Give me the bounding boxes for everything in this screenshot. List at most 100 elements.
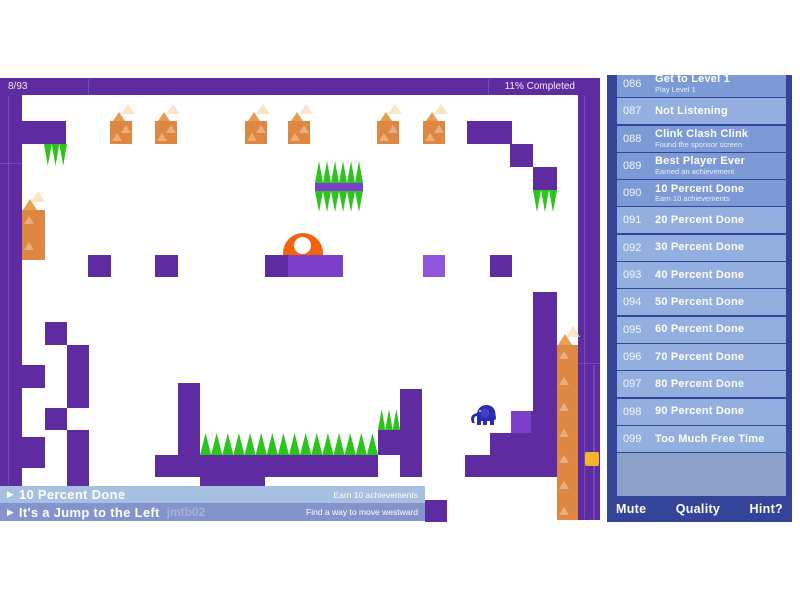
- level-block: [200, 477, 265, 486]
- achievement-text: 10 Percent Done Earn 10 achievements: [655, 183, 744, 204]
- notification-title: 10 Percent Done: [18, 487, 126, 502]
- deco-triangle-icon: [379, 133, 389, 141]
- deco-triangle-icon: [425, 133, 435, 141]
- dome-nest: [283, 233, 323, 255]
- level-block: [45, 322, 67, 345]
- level-block: [0, 365, 45, 388]
- achievement-number: 089: [623, 159, 642, 172]
- achievement-row[interactable]: 090 10 Percent Done Earn 10 achievements: [617, 180, 786, 207]
- level-block: [533, 167, 557, 190]
- achievement-title: Not Listening: [655, 104, 728, 117]
- deco-triangle-icon: [256, 125, 266, 133]
- level-block: [467, 121, 512, 144]
- hint-button[interactable]: Hint?: [749, 502, 783, 516]
- spikes-up-icon: [315, 161, 363, 183]
- dome-egg: [294, 237, 311, 254]
- tile-seam: [88, 79, 89, 95]
- achievement-title: 60 Percent Done: [655, 323, 745, 336]
- tile-seam: [584, 96, 585, 519]
- achievement-row[interactable]: 096 70 Percent Done: [617, 343, 786, 370]
- ceiling-ledge: [22, 121, 66, 144]
- deco-triangle-icon: [290, 133, 300, 141]
- achievement-number: 099: [623, 432, 642, 445]
- yellow-item: [585, 452, 599, 466]
- achievement-text: Best Player Ever Earned an achievement: [655, 155, 745, 176]
- spikes-up-icon: [378, 409, 400, 430]
- play-arrow-icon: ▶: [7, 489, 14, 499]
- achievement-row[interactable]: 088 Clink Clash Clink Found the sponsor sc…: [617, 125, 786, 152]
- achievement-text: Too Much Free Time: [655, 433, 765, 446]
- level-block: [265, 255, 288, 277]
- completion-percent: 11% Completed: [504, 81, 575, 92]
- pattern-triangle-icon: [559, 429, 569, 437]
- pit-floor: [155, 455, 378, 477]
- achievement-text: 80 Percent Done: [655, 378, 744, 391]
- achievement-title: Best Player Ever: [655, 155, 746, 168]
- achievement-number: 093: [623, 269, 642, 282]
- level-block: [400, 389, 422, 477]
- tile-seam: [593, 365, 595, 520]
- author-watermark: jmtb02: [166, 505, 206, 519]
- achievement-row[interactable]: 087 Not Listening: [617, 98, 786, 125]
- achievement-row-empty: [617, 453, 786, 497]
- deco-triangle-icon: [247, 133, 257, 141]
- level-block: [510, 144, 533, 167]
- mute-button[interactable]: Mute: [616, 502, 647, 516]
- tile-seam: [0, 163, 22, 164]
- achievement-text: 20 Percent Done: [655, 214, 744, 227]
- orange-deco-block: [288, 104, 313, 144]
- achievement-title: 40 Percent Done: [655, 268, 745, 281]
- achievement-row[interactable]: 089 Best Player Ever Earned an achievement: [617, 152, 786, 179]
- achievement-notification: ▶ It's a Jump to the Left jmtb02 Find a …: [0, 503, 425, 521]
- level-block: [288, 255, 343, 277]
- level-block: [378, 430, 400, 455]
- pattern-triangle-icon: [559, 351, 569, 359]
- quality-button[interactable]: Quality: [675, 502, 721, 516]
- achievement-row[interactable]: 094 50 Percent Done: [617, 289, 786, 316]
- achievement-text: 90 Percent Done: [655, 405, 744, 418]
- deco-triangle-icon: [166, 125, 176, 133]
- notification-title: It's a Jump to the Left: [18, 504, 160, 520]
- level-block: [0, 437, 45, 468]
- orange-deco-block: [155, 104, 180, 144]
- stair-3: [511, 411, 531, 433]
- achievement-row[interactable]: 091 20 Percent Done: [617, 207, 786, 234]
- achievement-row[interactable]: 097 80 Percent Done: [617, 371, 786, 398]
- achievement-row[interactable]: 099 Too Much Free Time: [617, 425, 786, 452]
- achievement-row[interactable]: 086 Get to Level 1 Play Level 1: [617, 75, 786, 97]
- achievement-number: 090: [623, 187, 642, 200]
- achievement-row[interactable]: 098 90 Percent Done: [617, 398, 786, 425]
- achievement-text: Clink Clash Clink Found the sponsor scree…: [655, 128, 748, 149]
- level-block: [423, 255, 445, 277]
- pattern-triangle-icon: [559, 481, 569, 489]
- achievement-row[interactable]: 092 30 Percent Done: [617, 234, 786, 261]
- level-block: [67, 345, 89, 408]
- achievement-counter: 8/93: [8, 81, 28, 92]
- orange-column: [557, 326, 580, 520]
- notification-detail: Find a way to move westward: [306, 507, 418, 517]
- achievement-title: 30 Percent Done: [655, 241, 745, 254]
- level-block: [490, 255, 512, 277]
- achievement-number: 091: [623, 214, 642, 227]
- level-block: [178, 383, 200, 473]
- achievement-title: 80 Percent Done: [655, 377, 745, 390]
- achievement-title: 20 Percent Done: [655, 214, 745, 227]
- achievement-number: 088: [623, 132, 642, 145]
- achievement-row[interactable]: 093 40 Percent Done: [617, 262, 786, 289]
- tile-seam: [8, 96, 9, 485]
- achievement-subtitle: Play Level 1: [655, 85, 696, 94]
- column-ghost-triangle-icon: [566, 326, 580, 337]
- achievement-number: 092: [623, 241, 642, 254]
- column-ghost-triangle-icon: [31, 191, 45, 202]
- level-block: [88, 255, 111, 277]
- game-area[interactable]: [0, 0, 600, 522]
- achievement-row[interactable]: 095 60 Percent Done: [617, 316, 786, 343]
- spikes-up-icon: [200, 433, 378, 455]
- stair-1: [465, 455, 552, 477]
- spikes-down-icon: [533, 190, 557, 212]
- pattern-triangle-icon: [24, 242, 34, 250]
- achievement-number: 086: [623, 78, 642, 90]
- pattern-triangle-icon: [559, 377, 569, 385]
- level-block: [155, 255, 178, 277]
